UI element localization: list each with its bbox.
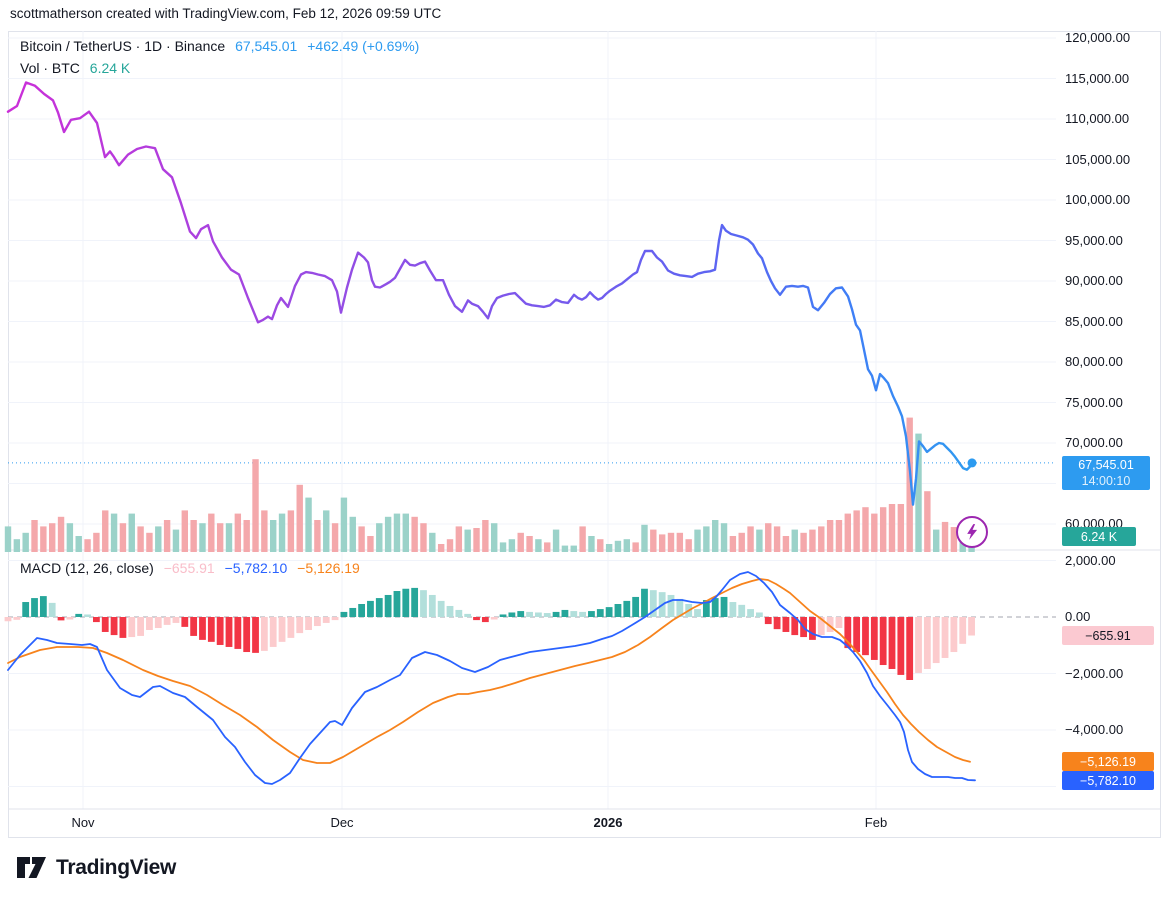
chart-frame bbox=[8, 31, 1161, 838]
lightning-icon bbox=[967, 524, 978, 540]
macd-histogram bbox=[4, 587, 975, 680]
macd-signal-value: −5,126.19 bbox=[297, 560, 360, 576]
macd-axis-label: −4,000.00 bbox=[1065, 722, 1124, 737]
last-price-badge: 67,545.01 14:00:10 bbox=[1062, 456, 1150, 490]
tradingview-logo-mark bbox=[17, 857, 46, 878]
price-axis-label: 85,000.00 bbox=[1065, 313, 1123, 329]
macd-line-badge: −5,782.10 bbox=[1062, 771, 1154, 790]
legend-last-price: 67,545.01 bbox=[235, 38, 298, 54]
macd-main-line bbox=[7, 571, 976, 785]
volume-bars bbox=[4, 417, 975, 552]
symbol-title: Bitcoin / TetherUS · 1D · Binance bbox=[20, 38, 226, 54]
price-axis-label: 100,000.00 bbox=[1065, 192, 1131, 207]
volume-label: Vol · BTC bbox=[20, 60, 80, 76]
price-axis-label: 75,000.00 bbox=[1065, 394, 1123, 410]
tradingview-logo[interactable]: TradingView bbox=[16, 855, 176, 881]
macd-label: MACD (12, 26, close) bbox=[20, 560, 154, 576]
price-axis-label: 95,000.00 bbox=[1065, 232, 1123, 248]
price-axis-label: 90,000.00 bbox=[1065, 273, 1123, 288]
price-axis-label: 70,000.00 bbox=[1065, 435, 1123, 450]
boost-button[interactable] bbox=[956, 516, 988, 548]
last-price-badge-countdown: 14:00:10 bbox=[1081, 474, 1131, 488]
macd-axis-label: −2,000.00 bbox=[1065, 665, 1124, 681]
symbol-legend: Bitcoin / TetherUS · 1D · Binance 67,545… bbox=[20, 38, 419, 54]
volume-legend: Vol · BTC 6.24 K bbox=[20, 60, 130, 76]
macd-histogram-badge: −655.91 bbox=[1062, 626, 1154, 645]
macd-hist-value: −655.91 bbox=[163, 560, 215, 576]
time-axis-label-2026: 2026 bbox=[593, 815, 623, 830]
price-axis-label: 105,000.00 bbox=[1065, 151, 1131, 167]
macd-legend: MACD (12, 26, close) −655.91 −5,782.10 −… bbox=[20, 560, 360, 576]
volume-value: 6.24 K bbox=[89, 60, 131, 76]
macd-line-value: −5,782.10 bbox=[224, 560, 288, 576]
last-price-dot bbox=[967, 458, 977, 468]
volume-value-badge: 6.24 K bbox=[1062, 527, 1136, 546]
price-line bbox=[6, 81, 974, 506]
time-axis-label-feb: Feb bbox=[864, 815, 888, 830]
macd-signal-badge: −5,126.19 bbox=[1062, 752, 1154, 771]
price-axis-label: 110,000.00 bbox=[1065, 111, 1130, 126]
price-axis-label: 115,000.00 bbox=[1065, 70, 1130, 86]
price-axis-label: 120,000.00 bbox=[1065, 30, 1131, 45]
gridlines bbox=[8, 31, 1161, 810]
last-price-badge-price: 67,545.01 bbox=[1078, 458, 1134, 472]
macd-axis-label: 2,000.00 bbox=[1065, 552, 1116, 568]
macd-axis-label: 0.00 bbox=[1065, 609, 1091, 624]
time-axis-label-dec: Dec bbox=[330, 815, 354, 830]
legend-change: +462.49 (+0.69%) bbox=[307, 38, 420, 54]
tradingview-logo-text: TradingView bbox=[56, 856, 177, 879]
time-axis-label-nov: Nov bbox=[71, 815, 95, 830]
macd-signal-line bbox=[7, 578, 971, 764]
attribution-text: scottmatherson created with TradingView.… bbox=[10, 6, 442, 21]
price-axis-label: 80,000.00 bbox=[1065, 354, 1123, 369]
